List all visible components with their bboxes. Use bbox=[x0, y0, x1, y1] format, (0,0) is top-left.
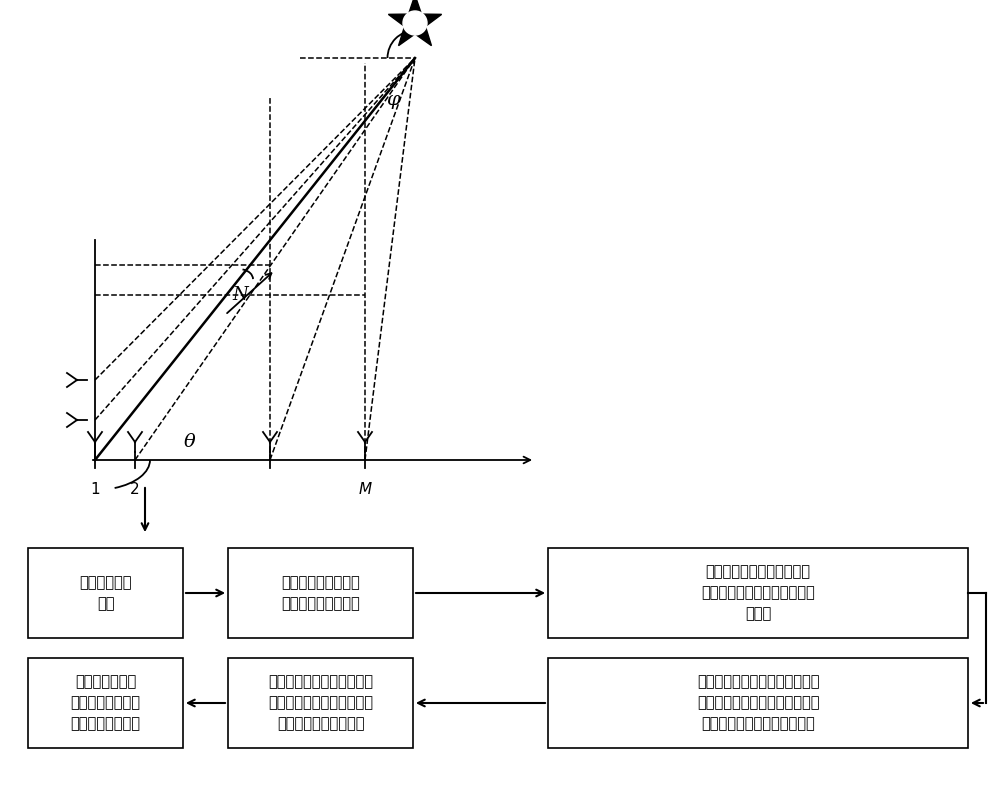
Text: 根据三角函数关
系，求得空间目标
的方位角和俯仰角: 根据三角函数关 系，求得空间目标 的方位角和俯仰角 bbox=[70, 675, 140, 732]
Text: 对降维回波信号协方差矩阵
进行特征分解，得到二维空间
谱函数: 对降维回波信号协方差矩阵 进行特征分解，得到二维空间 谱函数 bbox=[701, 565, 815, 622]
Text: M: M bbox=[358, 482, 372, 497]
Bar bbox=[228, 548, 413, 638]
Bar bbox=[548, 548, 968, 638]
Text: N: N bbox=[232, 286, 248, 304]
Text: 1: 1 bbox=[90, 482, 100, 497]
Circle shape bbox=[403, 11, 427, 35]
Bar bbox=[28, 658, 183, 748]
Text: φ: φ bbox=[386, 91, 400, 109]
Bar bbox=[548, 658, 968, 748]
Bar bbox=[228, 658, 413, 748]
Text: 2: 2 bbox=[130, 482, 140, 497]
Text: 解耦二维空间谱中的二维角度，
将二维空间谱估计降为一维空间
谱估计，得到一维角度估计值: 解耦二维空间谱中的二维角度， 将二维空间谱估计降为一维空间 谱估计，得到一维角度… bbox=[697, 675, 819, 732]
Text: 设计降维矩阵，对回
波信号进行降维处理: 设计降维矩阵，对回 波信号进行降维处理 bbox=[281, 575, 360, 611]
Bar bbox=[28, 548, 183, 638]
Text: θ: θ bbox=[184, 433, 196, 451]
Polygon shape bbox=[388, 0, 442, 46]
Text: 将得到的一维角度估计值回
代空间谱函数，对另一维角
度进行多项式求根估计: 将得到的一维角度估计值回 代空间谱函数，对另一维角 度进行多项式求根估计 bbox=[268, 675, 373, 732]
Text: 匹配滤波器组
处理: 匹配滤波器组 处理 bbox=[79, 575, 132, 611]
